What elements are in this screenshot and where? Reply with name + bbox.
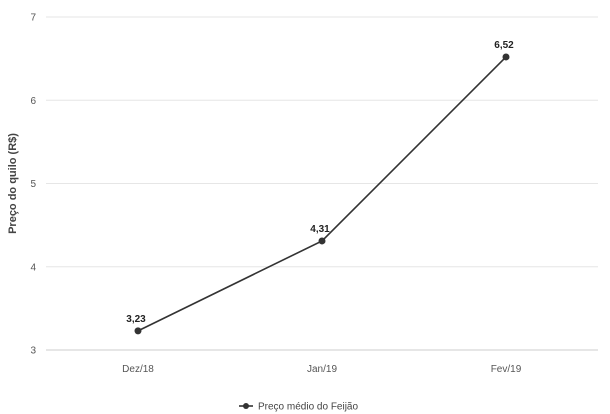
gridlines xyxy=(46,16,598,351)
x-tick-label: Jan/19 xyxy=(307,364,337,375)
x-tick-label: Dez/18 xyxy=(122,364,154,375)
y-tick-label: 3 xyxy=(30,346,36,357)
data-label: 6,52 xyxy=(494,40,514,51)
x-tick-label: Fev/19 xyxy=(491,364,522,375)
x-axis-ticks: Dez/18 Jan/19 Fev/19 xyxy=(122,364,522,375)
data-point[interactable] xyxy=(318,237,326,245)
data-label: 3,23 xyxy=(126,314,146,325)
legend[interactable]: Preço médio do Feijão xyxy=(239,402,358,413)
legend-marker-dot xyxy=(243,403,249,409)
y-axis-ticks: 3 4 5 6 7 xyxy=(30,13,36,357)
y-tick-label: 5 xyxy=(30,179,36,190)
y-axis-title: Preço do quilo (R$) xyxy=(7,133,19,234)
legend-label: Preço médio do Feijão xyxy=(258,402,358,413)
y-tick-label: 4 xyxy=(30,262,36,273)
data-point[interactable] xyxy=(134,327,142,335)
y-tick-label: 6 xyxy=(30,96,36,107)
data-point[interactable] xyxy=(502,53,510,61)
series-layer: 3,23 4,31 6,52 xyxy=(126,40,514,335)
data-label: 4,31 xyxy=(310,224,330,235)
y-tick-label: 7 xyxy=(30,13,36,24)
series-line xyxy=(137,56,507,332)
